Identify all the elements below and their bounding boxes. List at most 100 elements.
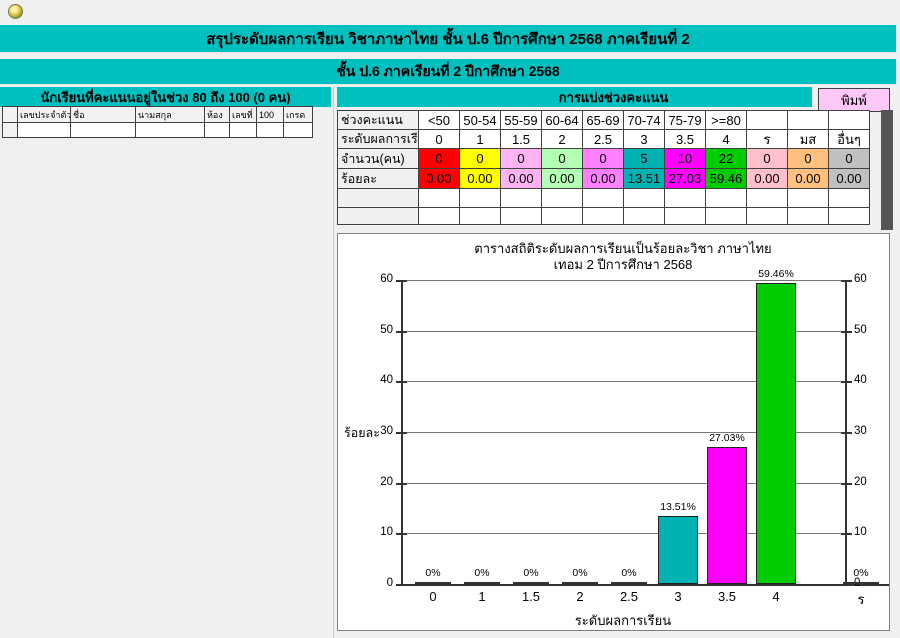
x-axis-baseline (396, 584, 889, 586)
y-tick-label-left: 10 (380, 526, 393, 539)
y-tick-label-left: 30 (380, 425, 393, 437)
score-data-cell: 0 (418, 129, 460, 149)
score-data-cell: 0 (828, 148, 870, 169)
score-data-cell: 3 (623, 129, 665, 149)
score-data-cell: 75-79 (664, 110, 706, 130)
score-data-cell: 70-74 (623, 110, 665, 130)
gridline (401, 432, 845, 433)
y-tick-right (841, 432, 852, 434)
bar (658, 516, 698, 584)
zero-bar (562, 582, 598, 584)
score-data-cell: 0.00 (459, 168, 501, 189)
student-column-header: เกรด (283, 106, 313, 123)
score-data-cell: 0 (746, 148, 788, 169)
student-column-header: ชื่อ (70, 106, 136, 123)
score-data-cell: 60-64 (541, 110, 583, 130)
main-title: สรุประดับผลการเรียน วิชาภาษาไทย ชั้น ป.6… (206, 30, 690, 48)
score-data-cell (664, 207, 706, 225)
row-label-cell: ช่วงคะแนน (337, 110, 419, 130)
app-logo-icon[interactable] (8, 4, 23, 19)
score-data-cell: 5 (623, 148, 665, 169)
score-data-cell: 59.46 (705, 168, 747, 189)
row-label-cell (337, 188, 419, 208)
x-category-label: 1 (478, 589, 486, 604)
score-data-cell (623, 188, 665, 208)
student-column-header: เลขที่ (229, 106, 257, 123)
y-tick-label-left: 40 (380, 374, 393, 387)
student-list-header: นักเรียนที่คะแนนอยู่ในช่วง 80 ถึง 100 (0… (0, 87, 331, 107)
y-tick-left (396, 482, 407, 485)
gridline (401, 482, 845, 484)
y-tick-label-left: 50 (380, 323, 393, 336)
score-data-cell (582, 188, 624, 208)
zero-bar (513, 582, 549, 584)
score-data-cell (582, 207, 624, 225)
y-tick-left (396, 381, 407, 384)
bar-value-label: 13.51% (660, 501, 696, 513)
bar-value-label: 0% (853, 567, 869, 579)
print-button[interactable]: พิมพ์ (818, 88, 890, 112)
score-data-cell: 13.51 (623, 168, 665, 189)
score-data-cell: 0 (418, 148, 460, 169)
score-data-cell: 0.00 (746, 168, 788, 189)
x-category-label: 1.5 (521, 589, 541, 604)
x-category-label: 2.5 (619, 589, 639, 604)
main-title-bar: สรุประดับผลการเรียน วิชาภาษาไทย ชั้น ป.6… (0, 25, 896, 53)
chart-subtitle: เทอม 2 ปีการศึกษา 2568 (553, 257, 693, 272)
y-tick-right (841, 533, 852, 536)
score-data-cell: ร (746, 129, 788, 149)
gridline (401, 280, 845, 281)
score-data-cell: 0.00 (828, 168, 870, 189)
y-tick-right (841, 482, 852, 485)
bar-value-label: 0% (425, 567, 441, 579)
score-data-cell (746, 207, 788, 225)
student-cell (256, 122, 284, 138)
x-category-label: 2 (576, 589, 584, 604)
score-data-cell (623, 207, 665, 225)
y-tick-right (841, 330, 852, 333)
score-data-cell (500, 188, 542, 208)
x-category-label: 4 (772, 589, 780, 604)
student-table-header-row: เลขประจำตัว ชื่อ นามสกุล ห้อง เลขที่ 100 เกรด (2, 106, 313, 123)
percent-row: ร้อยละ 0.00 0.00 0.00 0.00 0.00 13.51 27.03 59.4… (337, 168, 870, 189)
student-column-header: นามสกุล (135, 106, 205, 123)
student-column-header: เลขประจำตัว (17, 106, 71, 123)
score-data-cell (541, 207, 583, 225)
chart-title: ตารางสถิติระดับผลการเรียนเป็นร้อยละวิชา … (474, 241, 772, 256)
student-cell (17, 122, 71, 138)
row-label-cell: ร้อยละ (337, 168, 419, 189)
score-data-cell (746, 188, 788, 208)
student-cell (204, 122, 230, 138)
y-tick-left (396, 432, 407, 434)
score-data-cell (828, 188, 870, 208)
score-data-cell: 0.00 (418, 168, 460, 189)
score-data-cell: 10 (664, 148, 706, 169)
score-data-cell: 0 (787, 148, 829, 169)
zero-bar (611, 582, 647, 584)
zero-bar (415, 582, 451, 584)
y-tick-label-right: 10 (854, 526, 867, 539)
score-data-cell: 0 (500, 148, 542, 169)
score-data-cell: 27.03 (664, 168, 706, 189)
x-category-label: 3 (674, 589, 682, 604)
student-table: เลขประจำตัว ชื่อ นามสกุล ห้อง เลขที่ 100 เกรด (2, 106, 313, 138)
y-tick-left (396, 533, 407, 536)
bar-value-label: 27.03% (709, 432, 745, 444)
y-axis-title: ร้อยละ (344, 426, 380, 440)
bar-value-label: 0% (523, 567, 539, 579)
bar (756, 283, 796, 584)
x-category-label: ร (857, 592, 865, 607)
gridline (401, 330, 845, 332)
student-column-header: 100 (256, 106, 284, 123)
student-cell (283, 122, 313, 138)
gridline (401, 533, 845, 535)
score-data-cell (787, 110, 829, 130)
score-data-cell: >=80 (705, 110, 747, 130)
y-tick-label-right: 30 (854, 425, 867, 437)
x-category-label: 0 (429, 589, 437, 604)
score-data-cell (459, 188, 501, 208)
bar-value-label: 0% (474, 567, 490, 579)
y-tick-right (841, 381, 852, 384)
student-cell (229, 122, 257, 138)
y-tick-right (841, 584, 852, 586)
